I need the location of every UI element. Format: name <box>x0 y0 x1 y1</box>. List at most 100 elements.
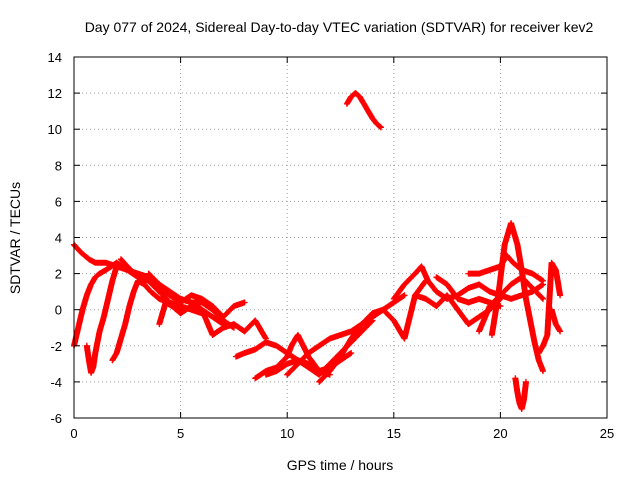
data-point <box>488 268 491 272</box>
data-point <box>537 359 540 362</box>
data-point <box>115 265 118 268</box>
data-point <box>467 286 470 290</box>
data-point <box>275 344 278 347</box>
data-point <box>232 322 236 326</box>
data-point <box>317 380 321 384</box>
series-s22 <box>548 306 564 335</box>
data-point <box>477 297 481 301</box>
y-tick-label: 12 <box>48 86 62 101</box>
data-point <box>349 351 353 355</box>
data-point <box>234 355 238 358</box>
data-point <box>200 308 204 311</box>
data-point <box>128 304 131 308</box>
data-point <box>488 290 491 293</box>
data-point <box>381 308 385 311</box>
series-s11 <box>284 292 408 378</box>
data-point <box>264 340 268 344</box>
data-point <box>392 297 395 301</box>
data-point <box>119 257 123 261</box>
x-axis-label: GPS time / hours <box>287 457 394 473</box>
y-tick-label: -6 <box>50 411 62 426</box>
data-point <box>106 297 110 301</box>
data-point <box>149 290 152 293</box>
series-s3 <box>83 263 120 376</box>
data-point <box>211 315 214 319</box>
data-point <box>499 304 502 308</box>
y-tick-label: 2 <box>55 267 62 282</box>
data-point <box>328 369 332 373</box>
data-point <box>211 304 214 308</box>
data-point <box>89 371 93 375</box>
data-point <box>520 268 523 272</box>
data-point <box>541 369 545 373</box>
data-point <box>522 398 526 402</box>
data-point <box>349 330 353 333</box>
data-point <box>254 348 257 351</box>
data-point <box>296 362 300 366</box>
data-point <box>371 117 374 120</box>
data-point <box>243 351 246 355</box>
data-point <box>94 276 97 279</box>
data-point <box>360 330 364 333</box>
series-markers <box>343 90 384 131</box>
series-s6 <box>145 270 248 320</box>
data-point <box>136 276 140 279</box>
data-point <box>264 337 268 340</box>
data-point <box>158 297 161 301</box>
data-point <box>126 265 129 268</box>
data-point <box>87 359 91 362</box>
data-point <box>349 337 353 340</box>
data-point <box>467 272 470 275</box>
data-point <box>403 283 406 286</box>
data-point <box>360 322 364 326</box>
y-tick-label: -2 <box>50 339 62 354</box>
data-point <box>426 279 430 283</box>
data-point <box>435 290 438 293</box>
y-tick-label: 14 <box>48 50 62 65</box>
data-point <box>477 315 481 319</box>
data-point <box>424 297 427 301</box>
data-point <box>531 272 534 275</box>
data-point <box>77 326 80 329</box>
data-point <box>328 337 332 340</box>
x-tick-label: 25 <box>600 426 614 441</box>
data-point <box>367 109 370 113</box>
plot-frame <box>73 56 608 419</box>
data-point <box>554 268 558 272</box>
data-point <box>158 322 161 326</box>
data-point <box>467 301 470 304</box>
series-markers <box>535 259 564 356</box>
data-point <box>179 301 182 304</box>
data-point <box>111 359 114 362</box>
data-point <box>529 319 532 322</box>
x-tick-label: 15 <box>387 426 401 441</box>
data-point <box>243 330 246 333</box>
data-point <box>413 272 417 275</box>
data-point <box>518 402 521 405</box>
data-point <box>524 297 528 301</box>
data-point <box>222 315 225 319</box>
data-point <box>317 373 321 376</box>
data-point <box>170 304 174 308</box>
data-point <box>420 265 423 268</box>
data-point <box>541 297 545 301</box>
data-point <box>104 268 108 272</box>
data-point <box>147 272 150 275</box>
series-markers <box>512 375 529 412</box>
data-point <box>477 283 481 286</box>
y-tick-label: -4 <box>50 375 62 390</box>
data-point <box>339 355 342 358</box>
data-point <box>104 261 108 264</box>
data-point <box>509 221 513 225</box>
data-point <box>375 122 378 125</box>
data-point <box>514 377 517 380</box>
data-point <box>264 373 268 376</box>
data-point <box>286 355 289 358</box>
data-point <box>531 286 534 290</box>
series-s19 <box>488 220 546 375</box>
data-point <box>115 351 118 355</box>
data-point <box>79 250 82 254</box>
data-point <box>558 330 562 333</box>
data-point <box>85 344 88 347</box>
